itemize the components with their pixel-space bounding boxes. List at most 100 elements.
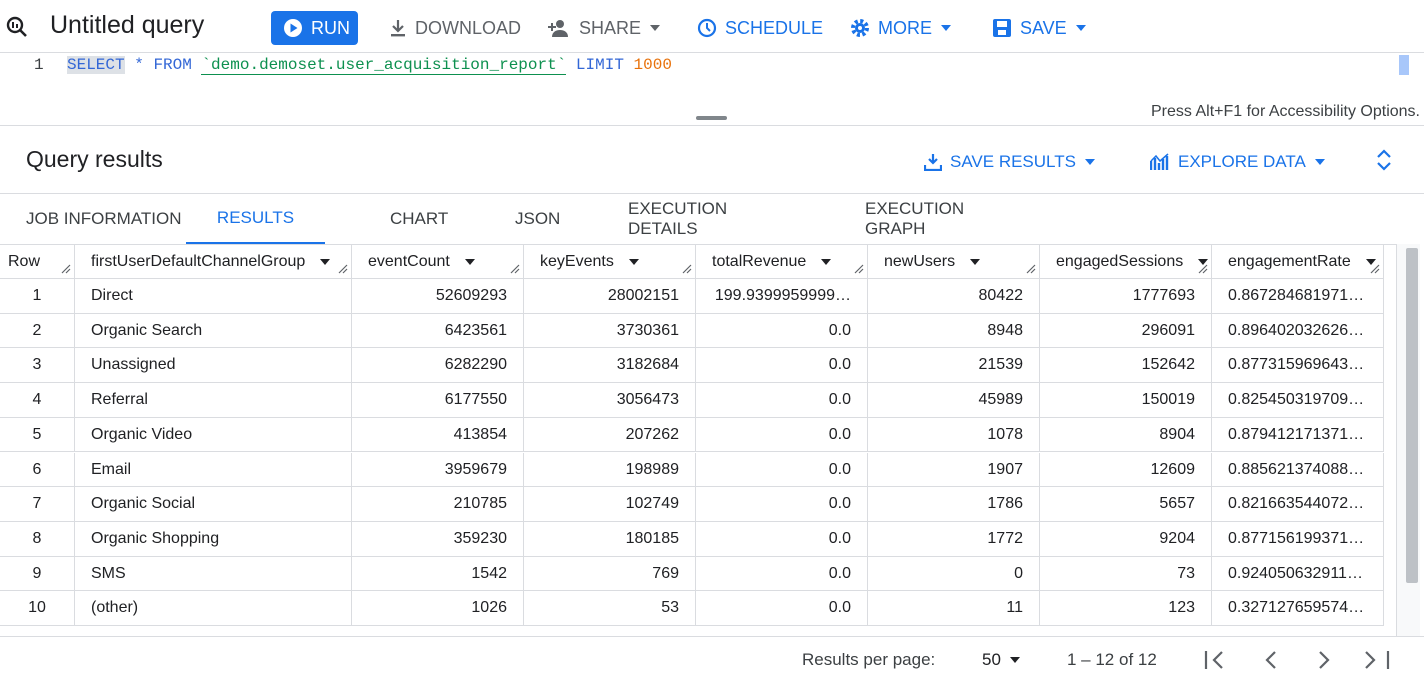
column-header[interactable]: Row [0, 245, 75, 279]
expand-toggle[interactable] [1376, 148, 1392, 172]
button-label: DOWNLOAD [415, 17, 522, 38]
table-cell: Organic Shopping [75, 521, 352, 557]
scrollbar-thumb[interactable] [1406, 248, 1418, 583]
sort-arrow[interactable] [319, 258, 331, 266]
table-cell: 0.821663544072… [1212, 487, 1384, 522]
table-cell: 0.0 [696, 487, 868, 522]
table-cell: Organic Search [75, 313, 352, 349]
table-cell: 3959679 [352, 452, 524, 488]
sort-arrow[interactable] [1197, 258, 1209, 266]
per-page-value: 50 [982, 650, 1001, 669]
header-label: eventCount [368, 253, 450, 270]
code-line[interactable]: SELECT * FROM `demo.demoset.user_acquisi… [67, 56, 672, 75]
table-cell: 21539 [868, 348, 1040, 384]
per-page-select[interactable]: 50 [982, 650, 1021, 670]
resize-grip[interactable] [682, 264, 692, 274]
table-cell: 6423561 [352, 313, 524, 349]
next-page[interactable] [1319, 651, 1330, 669]
keyword: FROM [153, 56, 192, 74]
result-tab[interactable]: RESULTS [186, 194, 325, 244]
first-page[interactable] [1204, 651, 1223, 669]
sort-arrow[interactable] [628, 258, 640, 266]
table-cell: 6177550 [352, 383, 524, 418]
button-label: MORE [878, 17, 932, 38]
header-label: engagementRate [1228, 253, 1351, 270]
keyword: LIMIT [575, 56, 624, 74]
table-cell: 28002151 [524, 279, 696, 314]
row-number: 6 [0, 452, 75, 488]
resize-grip[interactable] [1026, 264, 1036, 274]
column-header[interactable]: engagedSessions [1040, 245, 1212, 279]
prev-page[interactable] [1265, 651, 1276, 669]
table-cell: 3730361 [524, 313, 696, 349]
table-cell: (other) [75, 591, 352, 626]
resize-grip[interactable] [510, 264, 520, 274]
column-header[interactable]: eventCount [352, 245, 524, 279]
results-title: Query results [26, 146, 163, 172]
column-header[interactable]: keyEvents [524, 245, 696, 279]
header-label: engagedSessions [1056, 253, 1184, 270]
result-tab[interactable]: JSON [515, 209, 561, 228]
dropdown-arrow [1314, 159, 1325, 165]
results-header: Query results SAVE RESULTS EXPLORE DATA [0, 126, 1424, 194]
download-button[interactable]: DOWNLOAD [389, 12, 521, 44]
explore-data-button[interactable]: EXPLORE DATA [1150, 146, 1326, 178]
number-literal: 1000 [633, 56, 672, 74]
table-cell: 150019 [1040, 383, 1212, 418]
schedule-button[interactable]: SCHEDULE [697, 12, 823, 44]
run-button[interactable]: RUN [271, 11, 358, 45]
button-label: RUN [311, 17, 350, 38]
table-cell: 9204 [1040, 521, 1212, 557]
column-header[interactable]: engagementRate [1212, 245, 1384, 279]
table-cell: 0.0 [696, 452, 868, 488]
query-title: Untitled query [50, 11, 205, 39]
last-page[interactable] [1365, 651, 1390, 669]
resize-grip[interactable] [1198, 264, 1208, 274]
result-tab[interactable]: EXECUTION DETAILS [628, 199, 728, 238]
more-button[interactable]: MORE [850, 12, 952, 44]
download-icon [391, 20, 405, 37]
column-header[interactable]: newUsers [868, 245, 1040, 279]
per-page-label: Results per page: [802, 650, 936, 669]
sort-arrow[interactable] [969, 258, 981, 266]
table-cell: 0.867284681971… [1212, 279, 1384, 314]
resize-grip[interactable] [1370, 264, 1380, 274]
table-cell: 210785 [352, 487, 524, 522]
table-cell: 198989 [524, 452, 696, 488]
share-button[interactable]: SHARE [547, 12, 661, 44]
sort-arrow[interactable] [820, 258, 832, 266]
column-header[interactable]: totalRevenue [696, 245, 868, 279]
sort-arrow[interactable] [464, 258, 476, 266]
table-cell: 296091 [1040, 313, 1212, 349]
sort-arrow[interactable] [1365, 258, 1377, 266]
resize-handle[interactable] [696, 116, 727, 120]
table-cell: 1777693 [1040, 279, 1212, 314]
table-cell: 3182684 [524, 348, 696, 384]
table-cell: 1772 [868, 521, 1040, 557]
row-number: 1 [0, 279, 75, 314]
table-cell: 12609 [1040, 452, 1212, 488]
button-label: SCHEDULE [725, 17, 824, 38]
row-number: 8 [0, 521, 75, 557]
share-icon [548, 20, 568, 37]
result-tab[interactable]: EXECUTION GRAPH [865, 199, 965, 238]
table-cell: Unassigned [75, 348, 352, 384]
page-range: 1 – 12 of 12 [1067, 650, 1157, 669]
save-results-button[interactable]: SAVE RESULTS [924, 146, 1096, 178]
resize-grip[interactable] [854, 264, 864, 274]
result-tab[interactable]: CHART [390, 209, 449, 228]
column-header[interactable]: firstUserDefaultChannelGroup [75, 245, 352, 279]
resize-grip[interactable] [338, 264, 348, 274]
result-tab[interactable]: JOB INFORMATION [26, 209, 182, 228]
table-cell: 102749 [524, 487, 696, 522]
line-number: 1 [34, 56, 44, 74]
table-cell: 0 [868, 556, 1040, 592]
resize-grip[interactable] [61, 264, 71, 274]
header-label: firstUserDefaultChannelGroup [91, 253, 306, 270]
header-label: newUsers [884, 253, 956, 270]
header-label: totalRevenue [712, 253, 807, 270]
save-button[interactable]: SAVE [992, 12, 1087, 44]
table-cell: Email [75, 452, 352, 488]
